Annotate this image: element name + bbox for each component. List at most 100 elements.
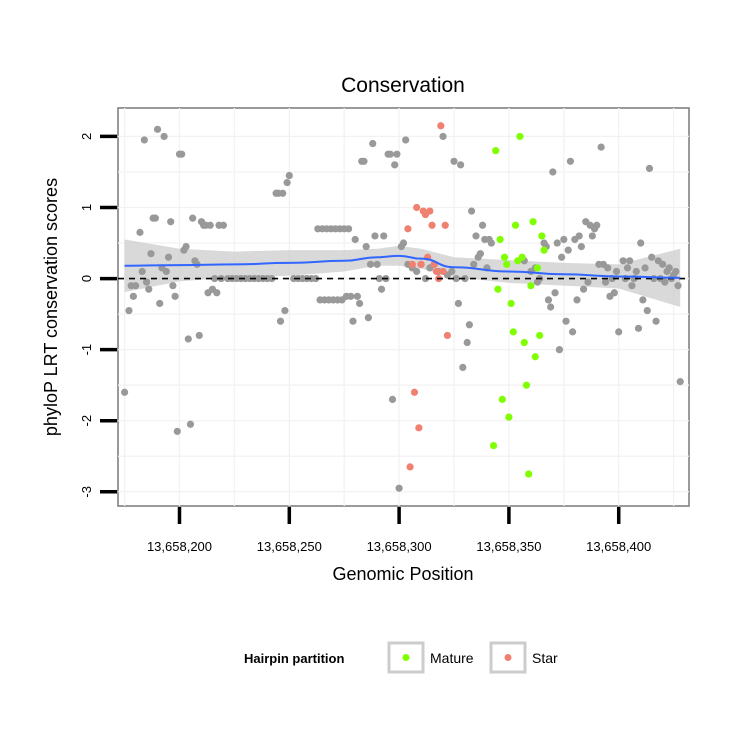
data-point-other (186, 420, 195, 428)
data-point-other (164, 253, 173, 261)
data-point-star (443, 331, 452, 340)
data-point-other (601, 278, 610, 286)
data-point-other (145, 285, 153, 293)
data-point-other (551, 289, 559, 297)
data-point-other (153, 125, 162, 133)
data-point-other (360, 157, 368, 165)
data-point-star (404, 225, 412, 233)
data-point-other (637, 239, 645, 247)
data-point-other (648, 253, 656, 261)
y-axis-title: phyloP LRT conservation scores (41, 178, 61, 436)
data-point-other (487, 239, 495, 247)
data-point-other (604, 264, 612, 272)
legend-title: Hairpin partition (244, 651, 344, 666)
x-tick-label: 13,658,200 (147, 539, 212, 554)
data-point-other (211, 274, 219, 283)
data-point-other (579, 285, 588, 293)
y-tick-label: -1 (79, 344, 94, 356)
data-point-other (676, 378, 684, 386)
data-point-mature (507, 299, 515, 308)
data-point-mature (503, 260, 511, 268)
data-point-other (276, 317, 285, 325)
data-point-other (547, 303, 555, 311)
data-point-other (549, 168, 557, 176)
data-point-mature (533, 264, 542, 272)
data-point-other (553, 239, 561, 247)
data-point-other (459, 363, 467, 372)
data-point-mature (511, 221, 520, 229)
data-point-other (639, 296, 647, 304)
data-point-other (131, 282, 140, 290)
data-point-other (189, 214, 197, 222)
data-point-mature (492, 147, 500, 155)
confidence-band-area (124, 239, 681, 307)
legend-swatch-mature (402, 654, 410, 661)
data-point-other (566, 157, 575, 165)
data-point-other (544, 296, 553, 304)
data-point-other (184, 335, 192, 343)
data-point-mature (531, 353, 539, 361)
data-point-star (428, 221, 436, 229)
data-point-other (472, 232, 480, 240)
data-point-other (120, 388, 129, 396)
data-point-other (584, 278, 592, 286)
data-point-other (147, 250, 155, 258)
data-point-other (169, 282, 177, 290)
smooth-curve (124, 254, 681, 279)
data-point-other (476, 250, 484, 258)
data-point-other (632, 267, 640, 276)
data-point-other (395, 484, 403, 492)
data-point-other (413, 267, 421, 276)
data-point-mature (529, 218, 537, 226)
data-point-mature (536, 331, 544, 340)
data-point-mature (516, 132, 524, 141)
data-point-other (129, 292, 137, 300)
data-point-mature (518, 253, 526, 261)
data-point-other (366, 260, 375, 268)
legend-item-star: Star (489, 641, 558, 674)
chart-title: Conservation (341, 74, 465, 97)
data-point-other (167, 218, 175, 226)
data-point-other (555, 346, 564, 354)
data-point-other (615, 328, 623, 336)
data-point-other (178, 150, 186, 158)
data-point-mature (527, 282, 535, 290)
data-point-mature (498, 395, 506, 403)
data-point-other (612, 267, 621, 276)
data-point-other (562, 317, 570, 325)
data-point-other (465, 321, 473, 329)
data-point-other (353, 292, 361, 300)
data-point-mature (496, 235, 504, 244)
data-point-other (364, 314, 372, 322)
data-point-star (413, 203, 421, 212)
y-tick-label: -2 (79, 415, 94, 427)
data-point-other (362, 242, 370, 251)
data-point-other (641, 264, 649, 272)
data-point-other (470, 260, 478, 268)
data-point-other (351, 235, 359, 244)
data-point-other (558, 253, 566, 261)
legend-label-mature: Mature (430, 650, 474, 666)
data-point-star (406, 463, 414, 471)
y-tick-label: 1 (79, 204, 94, 211)
data-point-other (369, 139, 377, 148)
data-point-other (344, 225, 353, 233)
data-point-mature (525, 470, 533, 478)
data-point-other (672, 267, 680, 276)
y-axis-ticks: -3 -2 -1 0 1 2 (79, 133, 117, 498)
data-point-other (575, 232, 583, 240)
data-point-other (402, 136, 410, 144)
data-point-other (665, 264, 673, 272)
data-point-other (652, 317, 660, 325)
data-point-other (659, 260, 667, 268)
data-point-other (136, 228, 144, 236)
data-point-mature (509, 328, 517, 336)
data-point-mature (538, 232, 546, 240)
data-point-other (643, 306, 651, 315)
data-point-other (560, 235, 568, 244)
data-points (120, 122, 684, 492)
grid-lines (118, 108, 689, 506)
y-tick-label: 2 (79, 133, 94, 140)
data-point-other (564, 246, 572, 254)
